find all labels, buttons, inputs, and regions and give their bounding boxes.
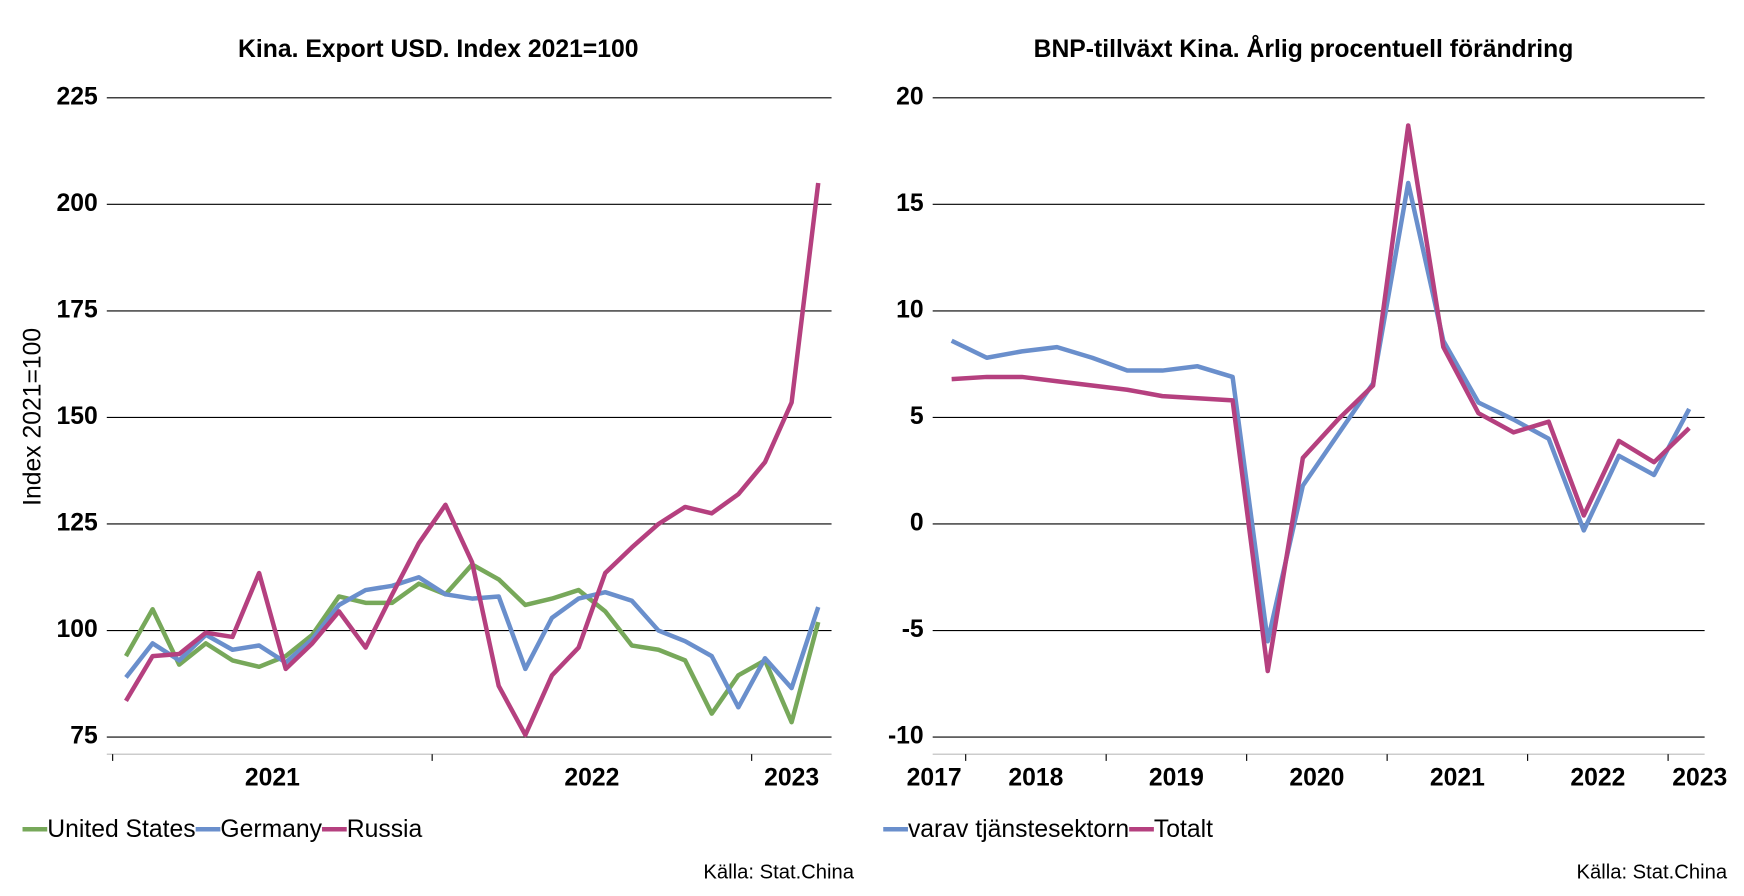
y-tick-label: 10 <box>896 296 924 323</box>
series-line <box>124 575 821 710</box>
y-tick-label: 225 <box>57 83 98 110</box>
y-tick-label: -5 <box>902 616 924 643</box>
legend-label: Germany <box>220 816 322 843</box>
y-tick-label: 0 <box>910 510 924 537</box>
y-tick-label: 75 <box>70 723 98 750</box>
legend-label: Russia <box>347 816 423 843</box>
x-tick-label: 2018 <box>1008 764 1063 791</box>
y-tick-label: 150 <box>57 403 98 430</box>
x-tick-label: 2023 <box>764 764 819 791</box>
y-tick-label: 20 <box>896 83 924 110</box>
legend-label: United States <box>47 816 195 843</box>
series-line <box>950 180 1692 644</box>
source-note: Källa: Stat.China <box>703 861 854 883</box>
y-tick-label: 5 <box>910 403 924 430</box>
series-line <box>951 123 1691 674</box>
x-tick-label: 2019 <box>1149 764 1204 791</box>
chart-title: BNP-tillväxt Kina. Årlig procentuell för… <box>1034 35 1574 63</box>
y-tick-label: 200 <box>57 190 98 217</box>
source-note: Källa: Stat.China <box>1576 861 1727 883</box>
y-tick-label: -10 <box>888 723 924 750</box>
series-line <box>124 562 821 725</box>
y-axis-label: Index 2021=100 <box>19 328 46 506</box>
x-tick-label: 2022 <box>564 764 619 791</box>
chart-title: Kina. Export USD. Index 2021=100 <box>238 36 638 63</box>
y-tick-label: 15 <box>896 190 924 217</box>
x-tick-label: 2023 <box>1672 764 1727 791</box>
x-tick-label: 2021 <box>245 764 300 791</box>
x-tick-label: 2021 <box>1430 764 1485 791</box>
y-tick-label: 175 <box>57 296 98 323</box>
x-tick-label: 2022 <box>1570 764 1625 791</box>
series-line <box>124 182 821 738</box>
legend-label: Totalt <box>1154 816 1213 843</box>
y-tick-label: 125 <box>57 510 98 537</box>
x-tick-label: 2017 <box>907 764 962 791</box>
legend-label: varav tjänstesektorn <box>908 816 1129 843</box>
y-tick-label: 100 <box>57 616 98 643</box>
x-tick-label: 2020 <box>1289 764 1344 791</box>
